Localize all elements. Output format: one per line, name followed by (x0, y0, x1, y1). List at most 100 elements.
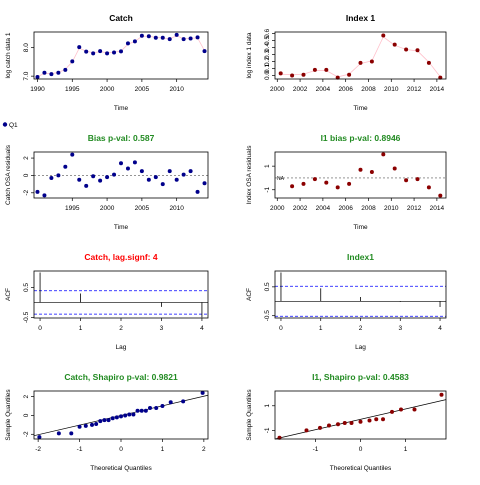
data-point (119, 414, 123, 419)
data-point (119, 161, 123, 166)
data-point (91, 51, 96, 56)
data-point (148, 405, 152, 410)
x-tick-label: 2002 (293, 86, 308, 93)
data-point (125, 166, 130, 171)
x-tick-label: 0 (38, 325, 42, 332)
data-point (139, 408, 144, 413)
data-point (112, 172, 117, 177)
data-point (415, 48, 420, 53)
x-tick-label: -1 (313, 446, 319, 453)
data-point (200, 390, 205, 395)
panel-bias-index: I1 bias p-val: 0.8946 Time Index OSA resid… (246, 133, 447, 231)
x-tick-label: 1990 (30, 86, 45, 93)
y-axis-label: log index 1 data (246, 32, 253, 78)
y-axis-label: Sample Quantiles (246, 389, 253, 441)
data-point (304, 428, 309, 433)
fitted-line (280, 36, 441, 78)
panel-qq-index: I1, Shapiro p-val: 0.4583 Theoretical Qua… (246, 372, 447, 472)
data-point (181, 172, 186, 177)
data-point (390, 409, 394, 414)
data-point (318, 425, 322, 430)
fitted-line (37, 35, 205, 78)
data-point (301, 72, 306, 77)
data-point (324, 67, 329, 72)
x-axis-label: Lag (355, 344, 366, 351)
data-point (278, 71, 283, 76)
panel-title: Index1 (347, 252, 374, 262)
panel-acf-catch: Catch, lag.signf: 4 Lag ACF 0 1 2 3 4 -0.5 0.5 (5, 252, 209, 351)
x-tick-label: 2006 (338, 205, 353, 212)
y-tick-label: 0.6 (264, 29, 271, 38)
na-label: NA (277, 176, 285, 182)
data-point (358, 419, 363, 424)
y-tick-label: -2 (23, 190, 30, 196)
data-point (369, 170, 374, 175)
data-point (438, 193, 443, 198)
data-point (35, 189, 40, 194)
data-point (146, 177, 151, 182)
x-tick-label: 2008 (361, 86, 376, 93)
data-point (84, 183, 89, 188)
x-tick-label: 2000 (100, 86, 115, 93)
data-point (160, 182, 165, 187)
data-point (202, 49, 207, 54)
data-point (56, 173, 61, 178)
plot-frame (274, 151, 447, 199)
y-tick-label: 8.0 (23, 43, 30, 52)
x-tick-label: 3 (398, 325, 402, 332)
data-point (167, 169, 172, 174)
data-point (110, 416, 115, 421)
data-point (426, 60, 431, 65)
data-point (49, 72, 54, 77)
data-point (202, 181, 207, 186)
data-point (347, 72, 352, 77)
data-point (181, 37, 186, 42)
data-point (301, 181, 306, 186)
data-point (91, 174, 96, 179)
y-tick-label: -2 (23, 431, 30, 437)
y-tick-label: -1 (264, 186, 271, 192)
data-point (392, 166, 397, 171)
data-point (84, 49, 89, 54)
data-point (56, 431, 61, 436)
data-point (105, 175, 110, 180)
x-tick-label: 2 (119, 325, 123, 332)
q1-legend-marker (2, 122, 8, 127)
data-point (324, 180, 329, 185)
data-point (349, 421, 354, 425)
y-tick-label: 0.0 (264, 71, 271, 80)
data-point (139, 33, 144, 38)
q1-legend: Q1 (2, 122, 18, 129)
x-tick-label: 2000 (270, 86, 285, 93)
data-point (119, 49, 123, 54)
data-point (335, 75, 340, 80)
x-axis-label: Theoretical Quantiles (90, 465, 152, 472)
x-tick-label: 2012 (407, 86, 422, 93)
x-tick-label: 2006 (338, 86, 353, 93)
data-point (106, 418, 111, 423)
data-point (160, 404, 165, 409)
x-axis-label: Time (114, 224, 129, 231)
data-point (188, 36, 193, 41)
data-point (415, 177, 420, 182)
data-point (42, 193, 47, 198)
data-point (167, 37, 172, 42)
data-point (98, 178, 103, 183)
data-point (426, 185, 431, 190)
data-point (153, 35, 158, 40)
data-point (37, 435, 42, 440)
x-tick-label: 0 (119, 446, 123, 453)
plot-frame (33, 390, 209, 440)
x-tick-label: 0 (279, 325, 283, 332)
x-axis-label: Time (353, 224, 368, 231)
data-point (154, 405, 159, 410)
data-point (367, 418, 372, 423)
plot-frame (33, 270, 209, 319)
data-point (174, 32, 179, 37)
panel-title: Index 1 (346, 13, 376, 23)
data-point (35, 75, 40, 80)
x-tick-label: 2010 (384, 205, 399, 212)
x-tick-label: 4 (200, 325, 204, 332)
x-tick-label: 2012 (407, 205, 422, 212)
data-point (312, 67, 317, 72)
